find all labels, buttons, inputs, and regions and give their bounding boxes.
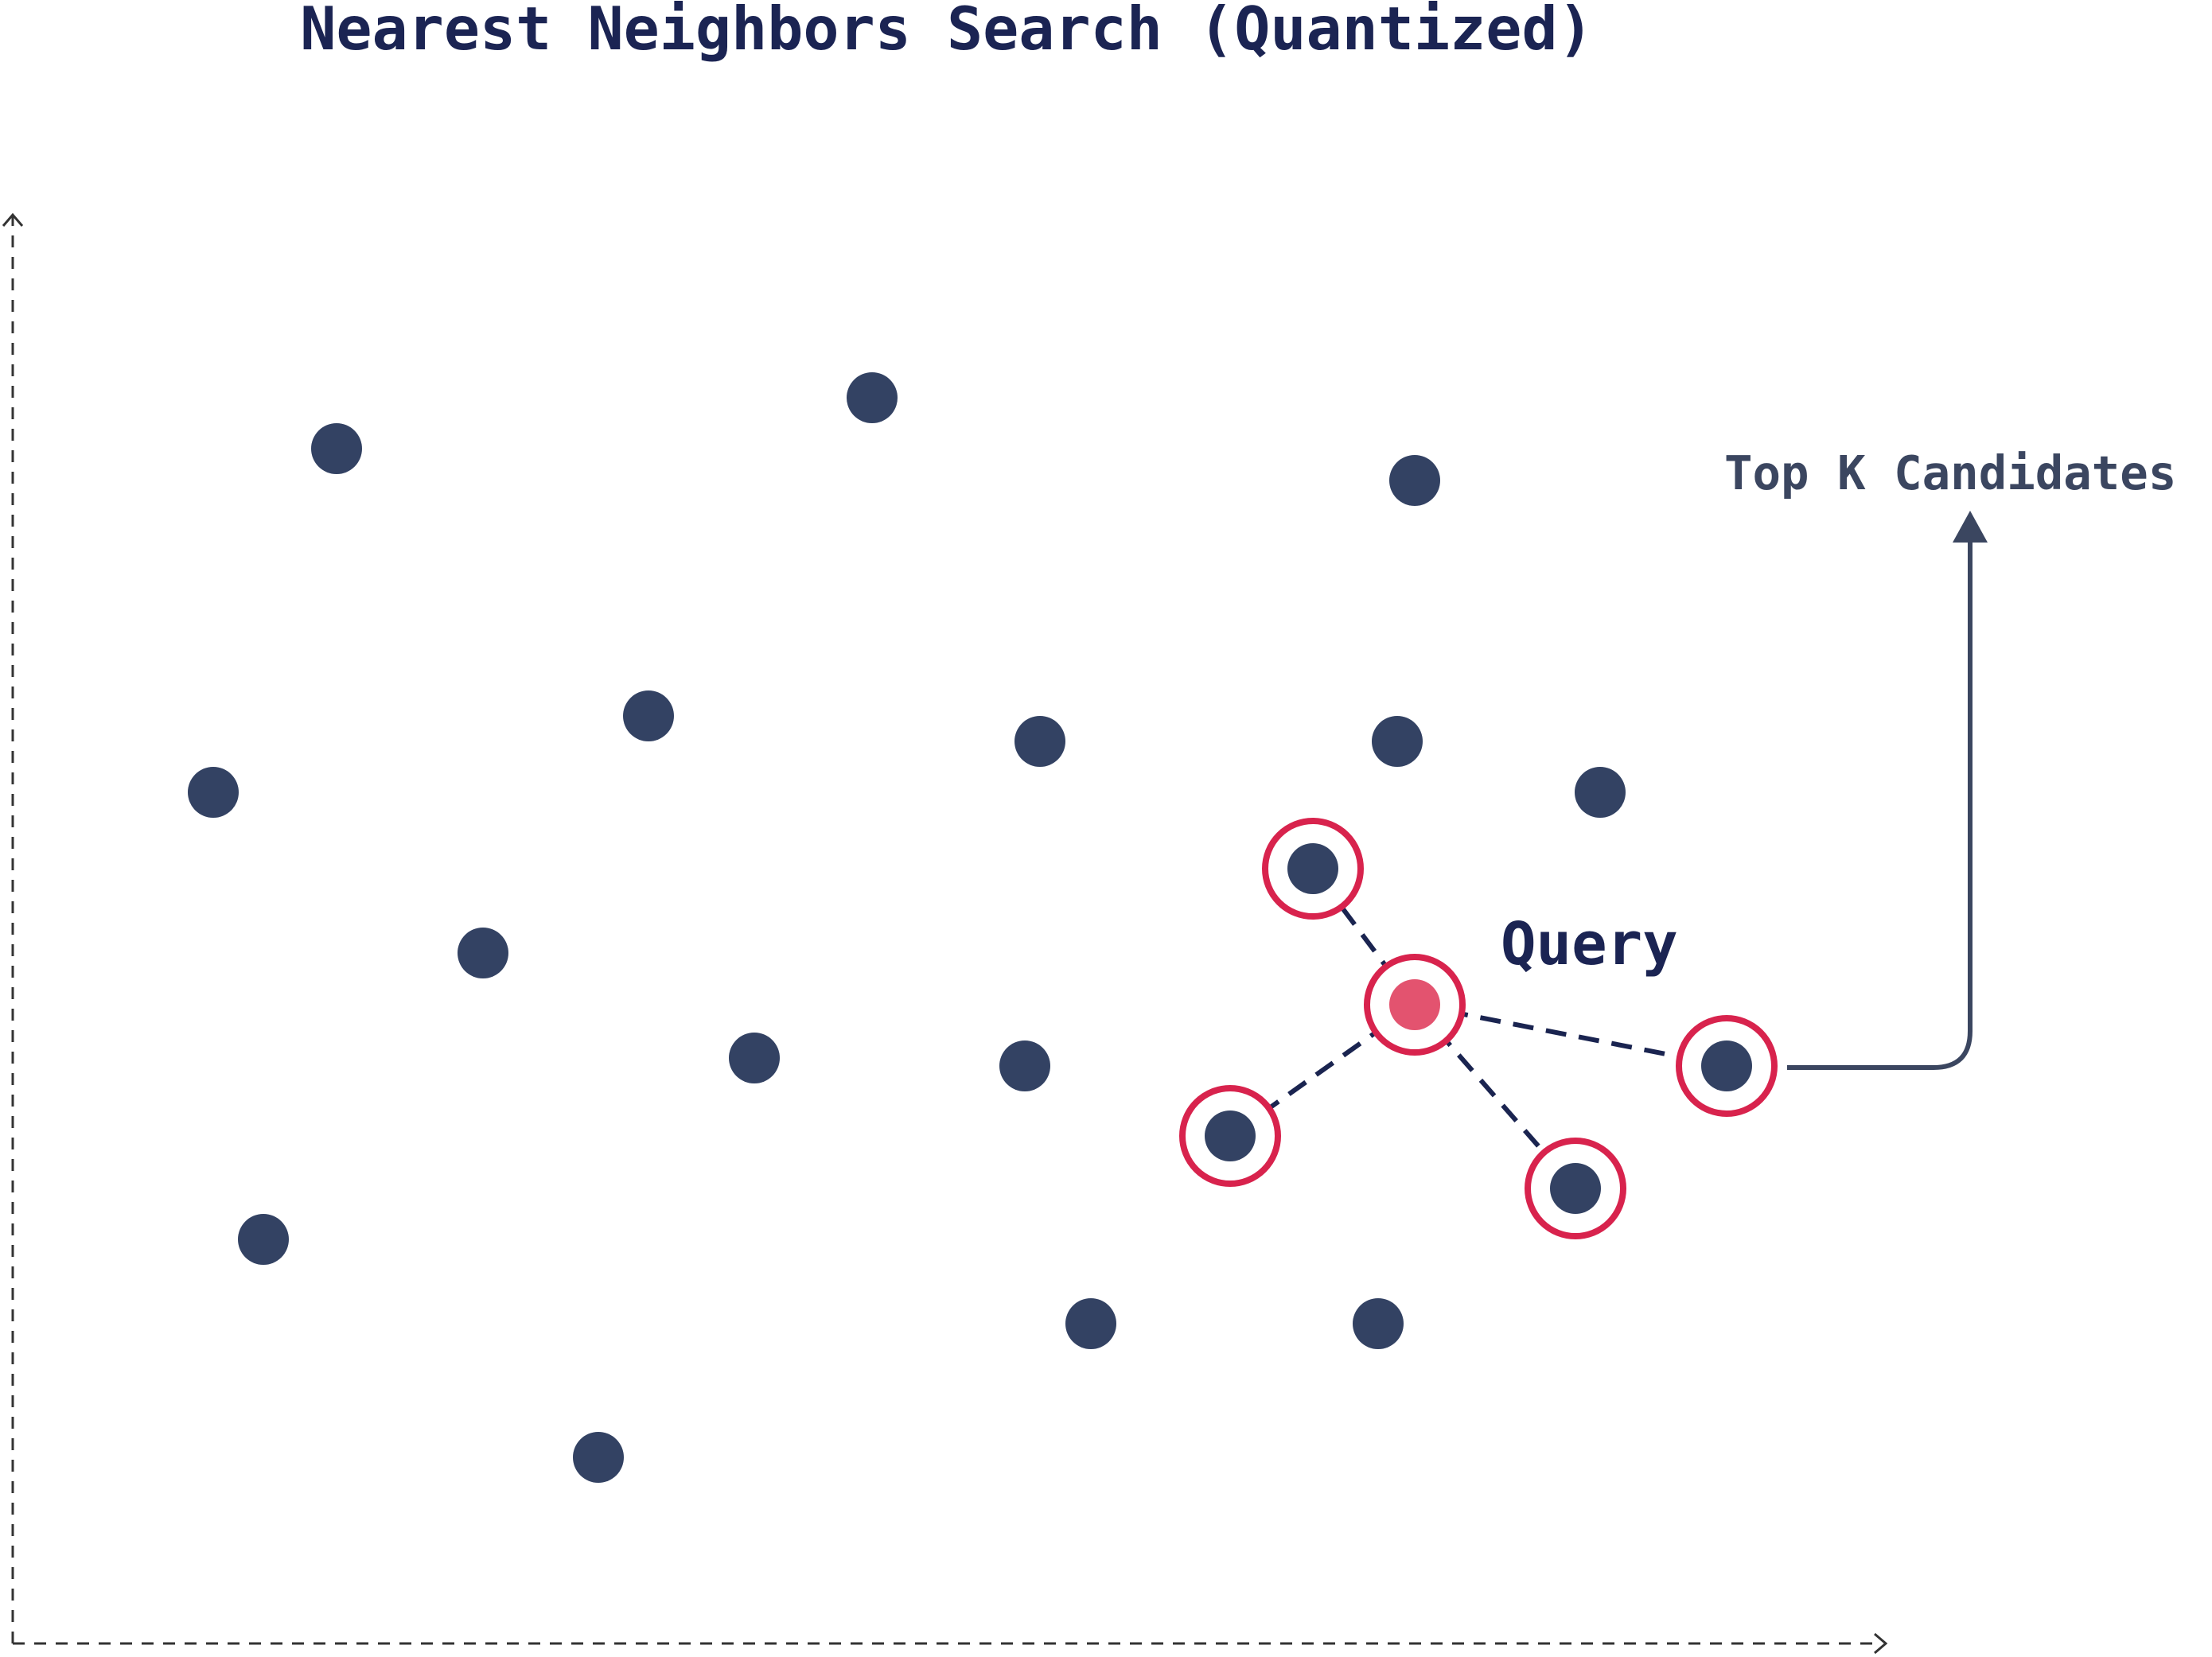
data-point: [1575, 767, 1626, 818]
data-point: [238, 1214, 289, 1265]
data-point: [311, 423, 362, 474]
data-points: [188, 372, 1626, 1483]
data-point: [1550, 1163, 1601, 1214]
data-point: [1389, 455, 1440, 506]
chevron-right-icon: [1874, 1632, 1888, 1655]
query-point: [1389, 979, 1440, 1030]
data-point: [729, 1033, 780, 1083]
data-point: [188, 767, 239, 818]
data-point: [1205, 1111, 1256, 1161]
neighbor-link: [1414, 1002, 1727, 1068]
data-point: [1353, 1298, 1404, 1349]
data-point: [1065, 1298, 1116, 1349]
neighbor-node: [1676, 1015, 1778, 1117]
axes: [2, 212, 1888, 1655]
arrow-up-icon: [1953, 511, 1988, 543]
data-point: [458, 928, 508, 978]
nearest-neighbors: [1179, 818, 1778, 1239]
data-point: [623, 690, 674, 741]
data-point: [1372, 716, 1423, 767]
neighbor-node: [1525, 1138, 1626, 1239]
data-point: [999, 1040, 1050, 1091]
neighbor-node: [1179, 1085, 1281, 1187]
data-point: [1014, 716, 1065, 767]
neighbor-node: [1262, 818, 1364, 920]
candidates-connector: [1787, 511, 1988, 1070]
connector-line: [1787, 539, 1972, 1070]
data-point: [1287, 843, 1338, 894]
data-point: [1701, 1040, 1752, 1091]
data-point: [847, 372, 898, 423]
candidates-label: Top K Candidates: [1724, 445, 2176, 500]
query-label: Query: [1501, 910, 1678, 978]
diagram-title: Nearest Neighbors Search (Quantized): [300, 0, 1594, 64]
query-node: [1364, 954, 1466, 1056]
chevron-up-icon: [2, 212, 24, 227]
data-point: [573, 1432, 624, 1483]
